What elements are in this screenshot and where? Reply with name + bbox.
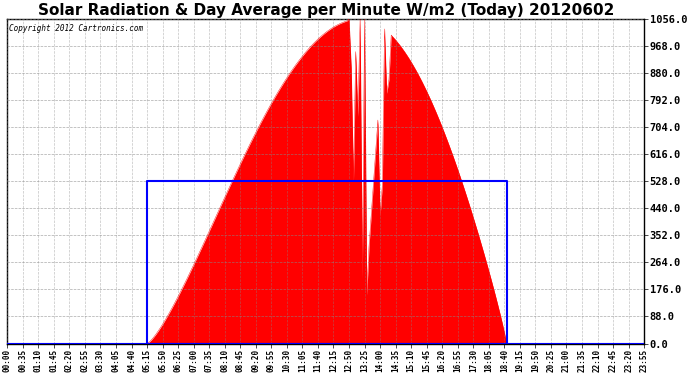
Title: Solar Radiation & Day Average per Minute W/m2 (Today) 20120602: Solar Radiation & Day Average per Minute… [37, 3, 614, 18]
Text: Copyright 2012 Cartronics.com: Copyright 2012 Cartronics.com [8, 24, 143, 33]
